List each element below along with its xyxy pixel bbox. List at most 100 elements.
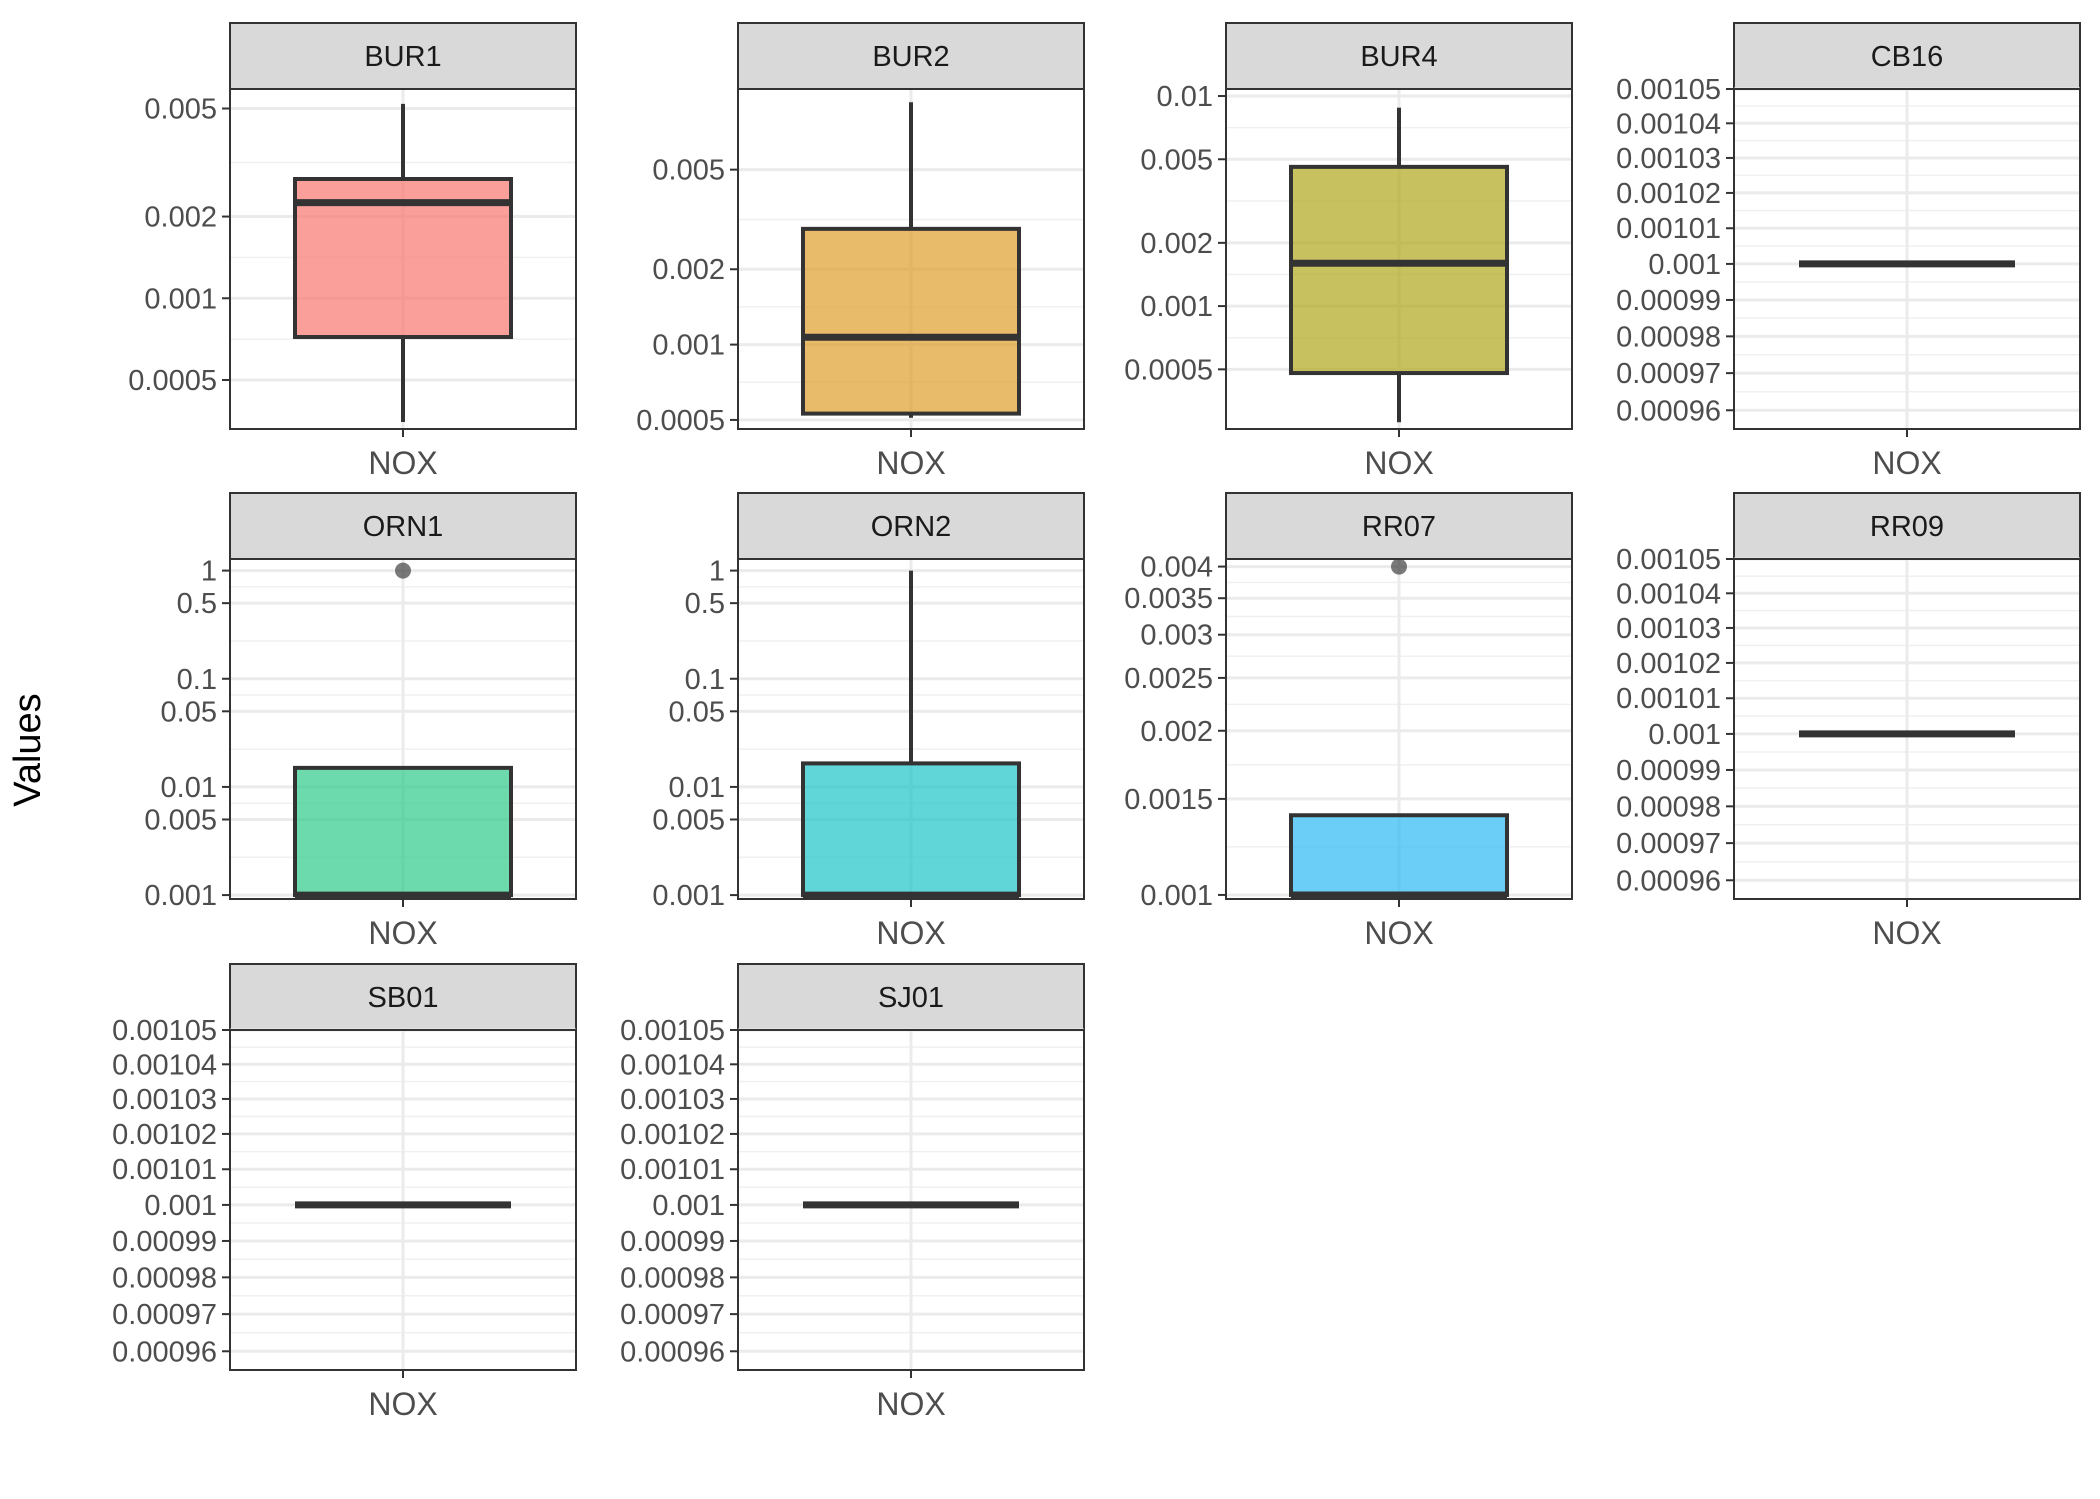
y-tick-label: 0.05 [669, 696, 725, 728]
y-tick-label: 0.001 [144, 1190, 217, 1222]
y-tick-label: 0.004 [1140, 552, 1213, 584]
y-tick-label: 0.00096 [620, 1336, 725, 1368]
y-tick-label: 0.002 [1140, 716, 1213, 748]
facet-strip-label: BUR2 [872, 41, 949, 73]
outlier-point [1391, 558, 1407, 575]
x-tick-label: NOX [1872, 445, 1941, 481]
facet-strip [737, 492, 1085, 560]
y-tick-label: 0.00105 [620, 1015, 725, 1047]
facet-strip [229, 22, 577, 90]
y-tick-label: 0.00105 [112, 1015, 217, 1047]
x-tick-label: NOX [876, 915, 945, 951]
facet-panels: BUR1 0.0005 0.001 0.002 0.005 NOX BUR2 0.0005 0.… [112, 22, 2081, 1422]
facet-strip [229, 963, 577, 1031]
y-tick-label: 0.01 [669, 772, 725, 804]
box-iqr [1289, 164, 1509, 376]
outlier-point [395, 562, 411, 579]
y-tick-label: 0.05 [161, 696, 217, 728]
y-tick-label: 0.0005 [1124, 354, 1213, 386]
facet-strip [1225, 492, 1573, 560]
y-tick-label: 0.0015 [1124, 784, 1213, 816]
y-tick-label: 0.00102 [620, 1119, 725, 1151]
facet-strip-label: ORN1 [363, 511, 444, 543]
y-tick-label: 0.00101 [1616, 683, 1721, 715]
y-tick-label: 0.00099 [620, 1226, 725, 1258]
facet-strip [737, 963, 1085, 1031]
y-tick-label: 0.0025 [1124, 663, 1213, 695]
y-tick-label: 0.001 [1648, 719, 1721, 751]
x-tick-label: NOX [1364, 915, 1433, 951]
box-iqr [801, 761, 1021, 898]
y-tick-label: 0.00098 [112, 1262, 217, 1294]
y-tick-label: 0.00105 [1616, 74, 1721, 106]
y-tick-label: 0.00098 [1616, 791, 1721, 823]
facet-strip-label: RR07 [1362, 511, 1436, 543]
y-tick-label: 0.005 [652, 804, 725, 836]
y-axis-label: Values [7, 693, 49, 806]
y-tick-label: 0.01 [161, 772, 217, 804]
y-tick-label: 0.00101 [112, 1154, 217, 1186]
y-tick-label: 0.00101 [620, 1154, 725, 1186]
facet-rr09: RR09 0.00096 0.00097 0.00098 0.00099 0.001 0.0… [1616, 492, 2081, 951]
box-iqr [801, 226, 1021, 416]
y-tick-label: 0.00103 [620, 1084, 725, 1116]
box-iqr [293, 765, 513, 898]
y-tick-label: 0.002 [144, 202, 217, 234]
facet-strip-label: SB01 [368, 982, 439, 1014]
y-tick-label: 0.00097 [112, 1299, 217, 1331]
y-tick-label: 0.002 [652, 254, 725, 286]
y-tick-label: 0.00103 [1616, 613, 1721, 645]
y-tick-label: 0.001 [652, 880, 725, 912]
y-tick-label: 0.00104 [112, 1049, 217, 1081]
y-tick-label: 0.003 [1140, 620, 1213, 652]
y-tick-label: 0.001 [652, 330, 725, 362]
x-tick-label: NOX [876, 445, 945, 481]
y-tick-label: 1 [201, 556, 217, 588]
y-tick-label: 0.00096 [1616, 395, 1721, 427]
x-tick-label: NOX [1364, 445, 1433, 481]
x-tick-label: NOX [368, 445, 437, 481]
x-tick-label: NOX [368, 1386, 437, 1422]
y-tick-label: 0.00097 [620, 1299, 725, 1331]
y-tick-label: 0.00101 [1616, 213, 1721, 245]
y-tick-label: 0.00102 [1616, 178, 1721, 210]
y-tick-label: 0.005 [1140, 144, 1213, 176]
y-tick-label: 0.00102 [112, 1119, 217, 1151]
y-tick-label: 0.00096 [1616, 865, 1721, 897]
facet-sj01: SJ01 0.00096 0.00097 0.00098 0.00099 0.001 0.0… [620, 963, 1085, 1422]
facet-bur1: BUR1 0.0005 0.001 0.002 0.005 NOX [128, 22, 577, 481]
facet-bur2: BUR2 0.0005 0.001 0.002 0.005 NOX [636, 22, 1085, 481]
y-tick-label: 0.00103 [112, 1084, 217, 1116]
y-tick-label: 0.00104 [620, 1049, 725, 1081]
facet-strip-label: SJ01 [878, 982, 944, 1014]
y-tick-label: 0.002 [1140, 228, 1213, 260]
y-tick-label: 0.001 [1140, 291, 1213, 323]
y-tick-label: 0.01 [1157, 81, 1213, 113]
y-tick-label: 0.1 [177, 664, 217, 696]
y-tick-label: 0.00098 [1616, 321, 1721, 353]
y-tick-label: 0.001 [1648, 249, 1721, 281]
facet-strip [1733, 22, 2081, 90]
y-tick-label: 0.0005 [128, 365, 217, 397]
facet-strip [229, 492, 577, 560]
facet-rr07: RR07 0.001 0.0015 0.002 0.0025 0.003 0.00350.0… [1124, 492, 1573, 951]
facet-strip [1733, 492, 2081, 560]
y-tick-label: 0.00105 [1616, 544, 1721, 576]
y-tick-label: 0.001 [1140, 880, 1213, 912]
x-tick-label: NOX [1872, 915, 1941, 951]
y-tick-label: 0.00097 [1616, 358, 1721, 390]
y-tick-label: 0.0035 [1124, 583, 1213, 615]
y-tick-label: 0.001 [652, 1190, 725, 1222]
facet-sb01: SB01 0.00096 0.00097 0.00098 0.00099 0.001 0.0… [112, 963, 577, 1422]
y-tick-label: 0.00096 [112, 1336, 217, 1368]
facet-strip-label: RR09 [1870, 511, 1944, 543]
facet-strip [737, 22, 1085, 90]
facet-strip-label: CB16 [1871, 41, 1944, 73]
y-tick-label: 0.00099 [1616, 755, 1721, 787]
facet-strip-label: ORN2 [871, 511, 952, 543]
y-tick-label: 0.001 [144, 880, 217, 912]
y-tick-label: 0.00104 [1616, 578, 1721, 610]
y-tick-label: 0.005 [144, 94, 217, 126]
